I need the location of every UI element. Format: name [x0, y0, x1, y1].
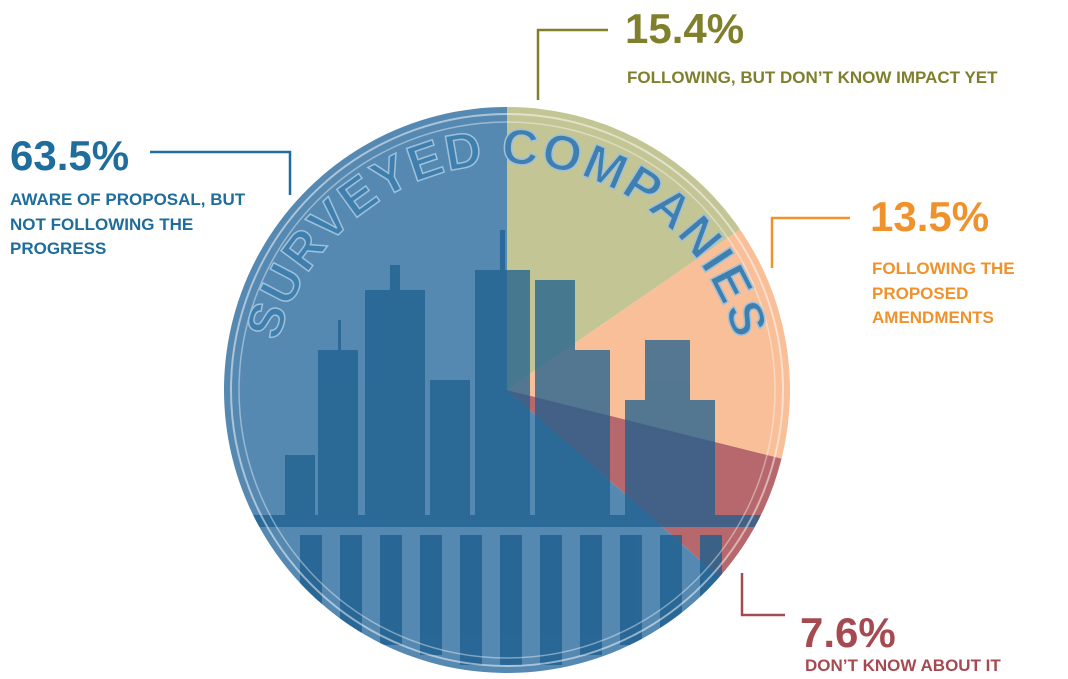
value-label: 13.5%: [870, 193, 990, 240]
leader-line: [740, 573, 785, 617]
value-label: 63.5%: [10, 132, 130, 179]
leader-line: [770, 216, 850, 268]
base-stripes: [300, 535, 722, 665]
pie-slice: [223, 107, 720, 674]
ring: [238, 121, 776, 659]
slice-label: DON’T KNOW ABOUT IT: [805, 656, 1001, 675]
value-label: 7.6%: [800, 609, 896, 656]
leader-line: [150, 150, 292, 195]
ring: [230, 113, 784, 667]
city-skyline: [250, 230, 770, 527]
slice-label: FOLLOWING THE PROPOSED AMENDMENTS: [872, 259, 1015, 328]
slice-label: AWARE OF PROPOSAL, BUT NOT FOLLOWING THE…: [10, 190, 246, 259]
value-label: 15.4%: [625, 5, 745, 52]
leader-line: [536, 28, 608, 100]
slice-label: FOLLOWING, BUT DON’T KNOW IMPACT YET: [627, 68, 998, 87]
